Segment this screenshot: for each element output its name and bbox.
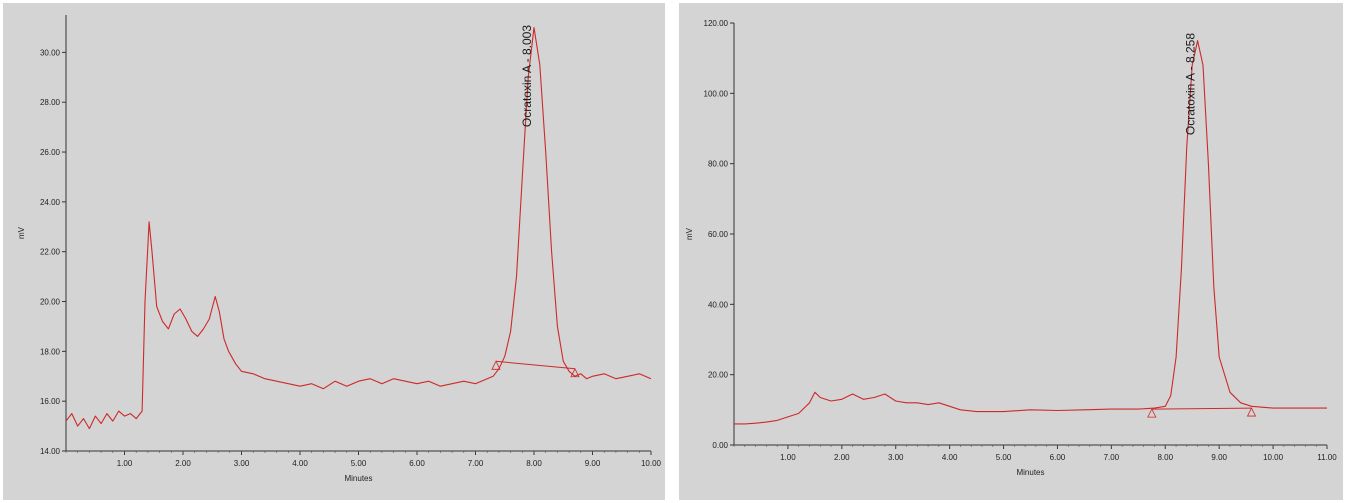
- peak-boundary-marker: [1246, 407, 1257, 417]
- chromatogram-panel-left: 1.00 2.00 3.00 4.00 5.00 6.00 7.00 8.00 9.00 10.0…: [3, 3, 665, 500]
- x-tick-label: 6.00: [409, 459, 425, 468]
- x-tick-label: 7.00: [468, 459, 484, 468]
- y-tick-label: 20.00: [40, 298, 61, 307]
- y-tick-label: 20.00: [708, 371, 729, 380]
- y-tick-label: 22.00: [40, 248, 61, 257]
- y-tick-label: 40.00: [708, 300, 729, 309]
- x-axis-title: Minutes: [344, 474, 372, 483]
- y-tick-label: 120.00: [704, 19, 729, 28]
- chromatogram-trace: [65, 26, 652, 430]
- x-tick-label: 9.00: [1211, 453, 1227, 462]
- y-tick-label: 24.00: [40, 198, 61, 207]
- x-tick-label: 6.00: [1050, 453, 1066, 462]
- y-axis-title: mV: [17, 226, 26, 239]
- x-tick-label: 2.00: [834, 453, 850, 462]
- y-tick-label: 100.00: [704, 89, 729, 98]
- x-tick-label: 8.00: [526, 459, 542, 468]
- y-tick-label: 60.00: [708, 230, 729, 239]
- peak-label: Ocratoxin A - 8.003: [520, 25, 534, 127]
- x-tick-label: 5.00: [996, 453, 1012, 462]
- y-tick-label: 26.00: [40, 148, 61, 157]
- y-tick-label: 80.00: [708, 160, 729, 169]
- x-tick-label: 1.00: [780, 453, 796, 462]
- peak-baseline: [1151, 407, 1252, 410]
- x-tick-label: 2.00: [175, 459, 191, 468]
- x-tick-label: 10.00: [1263, 453, 1284, 462]
- x-axis-title: Minutes: [1016, 468, 1044, 477]
- x-tick-label: 9.00: [585, 459, 601, 468]
- x-tick-label: 4.00: [942, 453, 958, 462]
- y-tick-label: 0.00: [712, 441, 728, 450]
- chromatogram-chart-left: 1.00 2.00 3.00 4.00 5.00 6.00 7.00 8.00 9.00 10.0…: [17, 15, 662, 483]
- x-tick-label: 7.00: [1104, 453, 1120, 462]
- x-tick-label: 3.00: [888, 453, 904, 462]
- peak-label: Ocratoxin A - 8.258: [1184, 33, 1198, 135]
- y-axis-title: mV: [685, 227, 694, 240]
- x-tick-label: 5.00: [351, 459, 367, 468]
- x-tick-label: 3.00: [234, 459, 250, 468]
- y-tick-label: 16.00: [40, 397, 61, 406]
- chromatogram-chart-right: 1.00 2.00 3.00 4.00 5.00 6.00 7.00 8.00 9.00 10.0…: [685, 19, 1337, 477]
- x-tick-label: 1.00: [117, 459, 133, 468]
- x-tick-label: 8.00: [1157, 453, 1173, 462]
- chromatogram-trace: [734, 40, 1327, 425]
- y-tick-label: 18.00: [40, 347, 61, 356]
- peak-boundary-marker: [491, 360, 501, 370]
- y-tick-label: 28.00: [40, 98, 61, 107]
- x-tick-label: 11.00: [1317, 453, 1337, 462]
- chromatogram-panel-right: 1.00 2.00 3.00 4.00 5.00 6.00 7.00 8.00 9.00 10.0…: [679, 3, 1343, 500]
- x-tick-label: 10.00: [641, 459, 662, 468]
- y-tick-label: 30.00: [40, 48, 61, 57]
- peak-baseline: [495, 360, 575, 370]
- x-tick-label: 4.00: [292, 459, 308, 468]
- peak-boundary-marker: [1147, 408, 1157, 418]
- y-tick-label: 14.00: [40, 447, 61, 456]
